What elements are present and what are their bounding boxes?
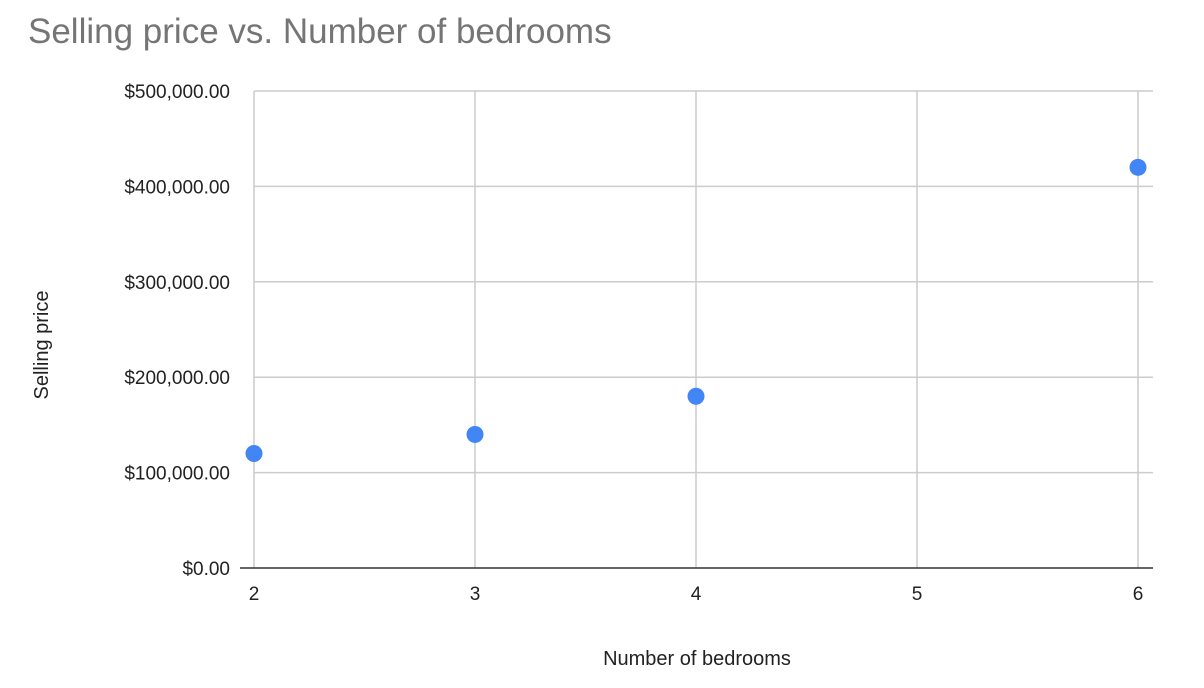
y-tick-label: $300,000.00 [124, 273, 230, 294]
data-points [245, 158, 1147, 463]
data-point [245, 445, 263, 463]
data-point [1129, 158, 1147, 176]
x-tick-label: 4 [691, 584, 702, 605]
y-tick-label: $400,000.00 [124, 177, 230, 198]
data-point [687, 387, 705, 405]
y-axis-tick-labels: $0.00 $100,000.00 $200,000.00 $300,000.00 $4… [124, 82, 230, 580]
gridlines [240, 90, 1153, 569]
x-tick-label: 5 [912, 584, 923, 605]
data-point [466, 425, 484, 443]
x-tick-label: 6 [1133, 584, 1144, 605]
y-tick-label: $200,000.00 [124, 368, 230, 389]
y-tick-label: $500,000.00 [124, 82, 230, 103]
x-axis-label: Number of bedrooms [603, 648, 791, 670]
y-tick-label: $100,000.00 [124, 464, 230, 485]
y-tick-label: $0.00 [182, 559, 230, 580]
x-axis-tick-labels: 2 3 4 5 6 [249, 584, 1144, 605]
chart-title: Selling price vs. Number of bedrooms [28, 12, 612, 51]
y-axis-label: Selling price [31, 291, 53, 400]
x-tick-label: 2 [249, 584, 260, 605]
x-tick-label: 3 [470, 584, 481, 605]
